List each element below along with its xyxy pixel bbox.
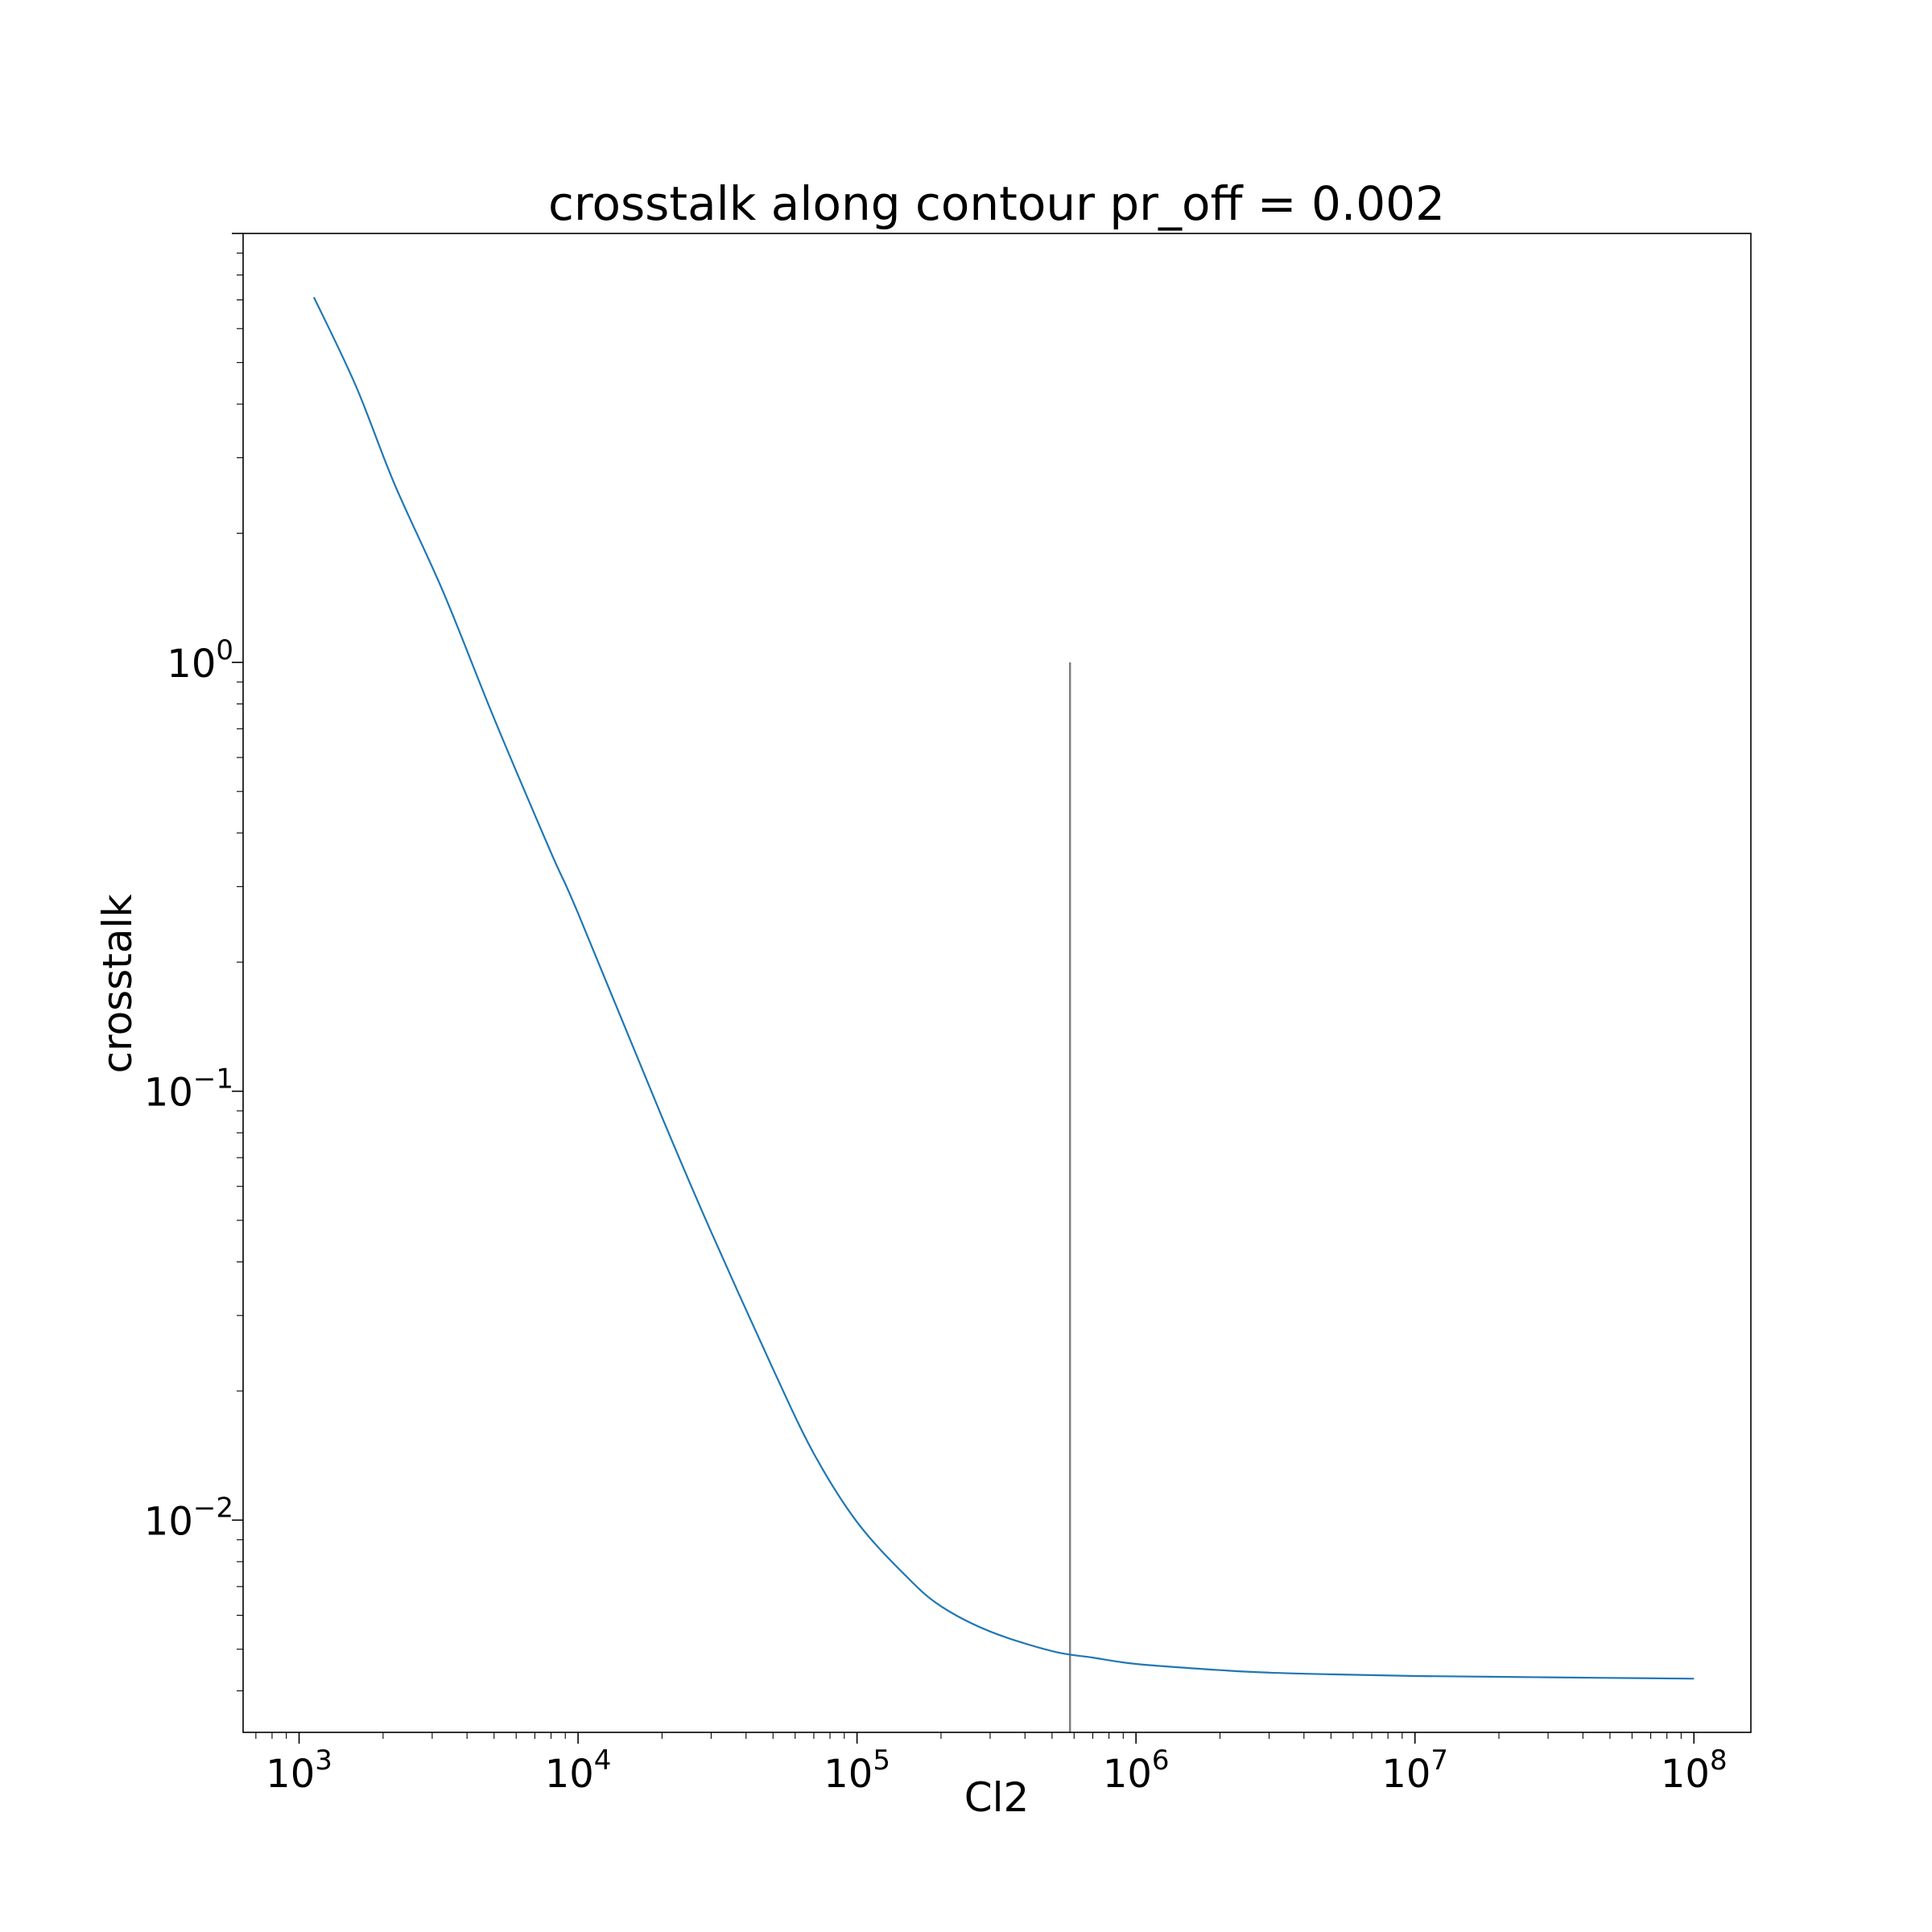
chart-title: crosstalk along contour pr_off = 0.002 bbox=[548, 176, 1445, 231]
plot-frame bbox=[242, 233, 1752, 1733]
x-axis-label: Cl2 bbox=[964, 1774, 1030, 1821]
x-tick-label: 107 bbox=[1381, 1744, 1448, 1797]
plot-area bbox=[312, 296, 1695, 1732]
y-tick-label: 100 bbox=[167, 634, 233, 687]
x-tick-label: 103 bbox=[266, 1744, 332, 1797]
y-axis-label: crosstalk bbox=[94, 894, 141, 1074]
y-tick-label: 10−2 bbox=[144, 1492, 233, 1544]
y-tick-label: 10−1 bbox=[144, 1063, 233, 1116]
x-tick-label: 104 bbox=[545, 1744, 612, 1797]
series-line bbox=[312, 296, 1695, 1680]
x-tick-label: 108 bbox=[1661, 1744, 1728, 1797]
axis-ticks: 103 104 105 106 107 108 100 10−1 10−2 bbox=[144, 233, 1728, 1797]
x-tick-label: 106 bbox=[1103, 1744, 1170, 1797]
x-tick-label: 105 bbox=[824, 1744, 890, 1797]
